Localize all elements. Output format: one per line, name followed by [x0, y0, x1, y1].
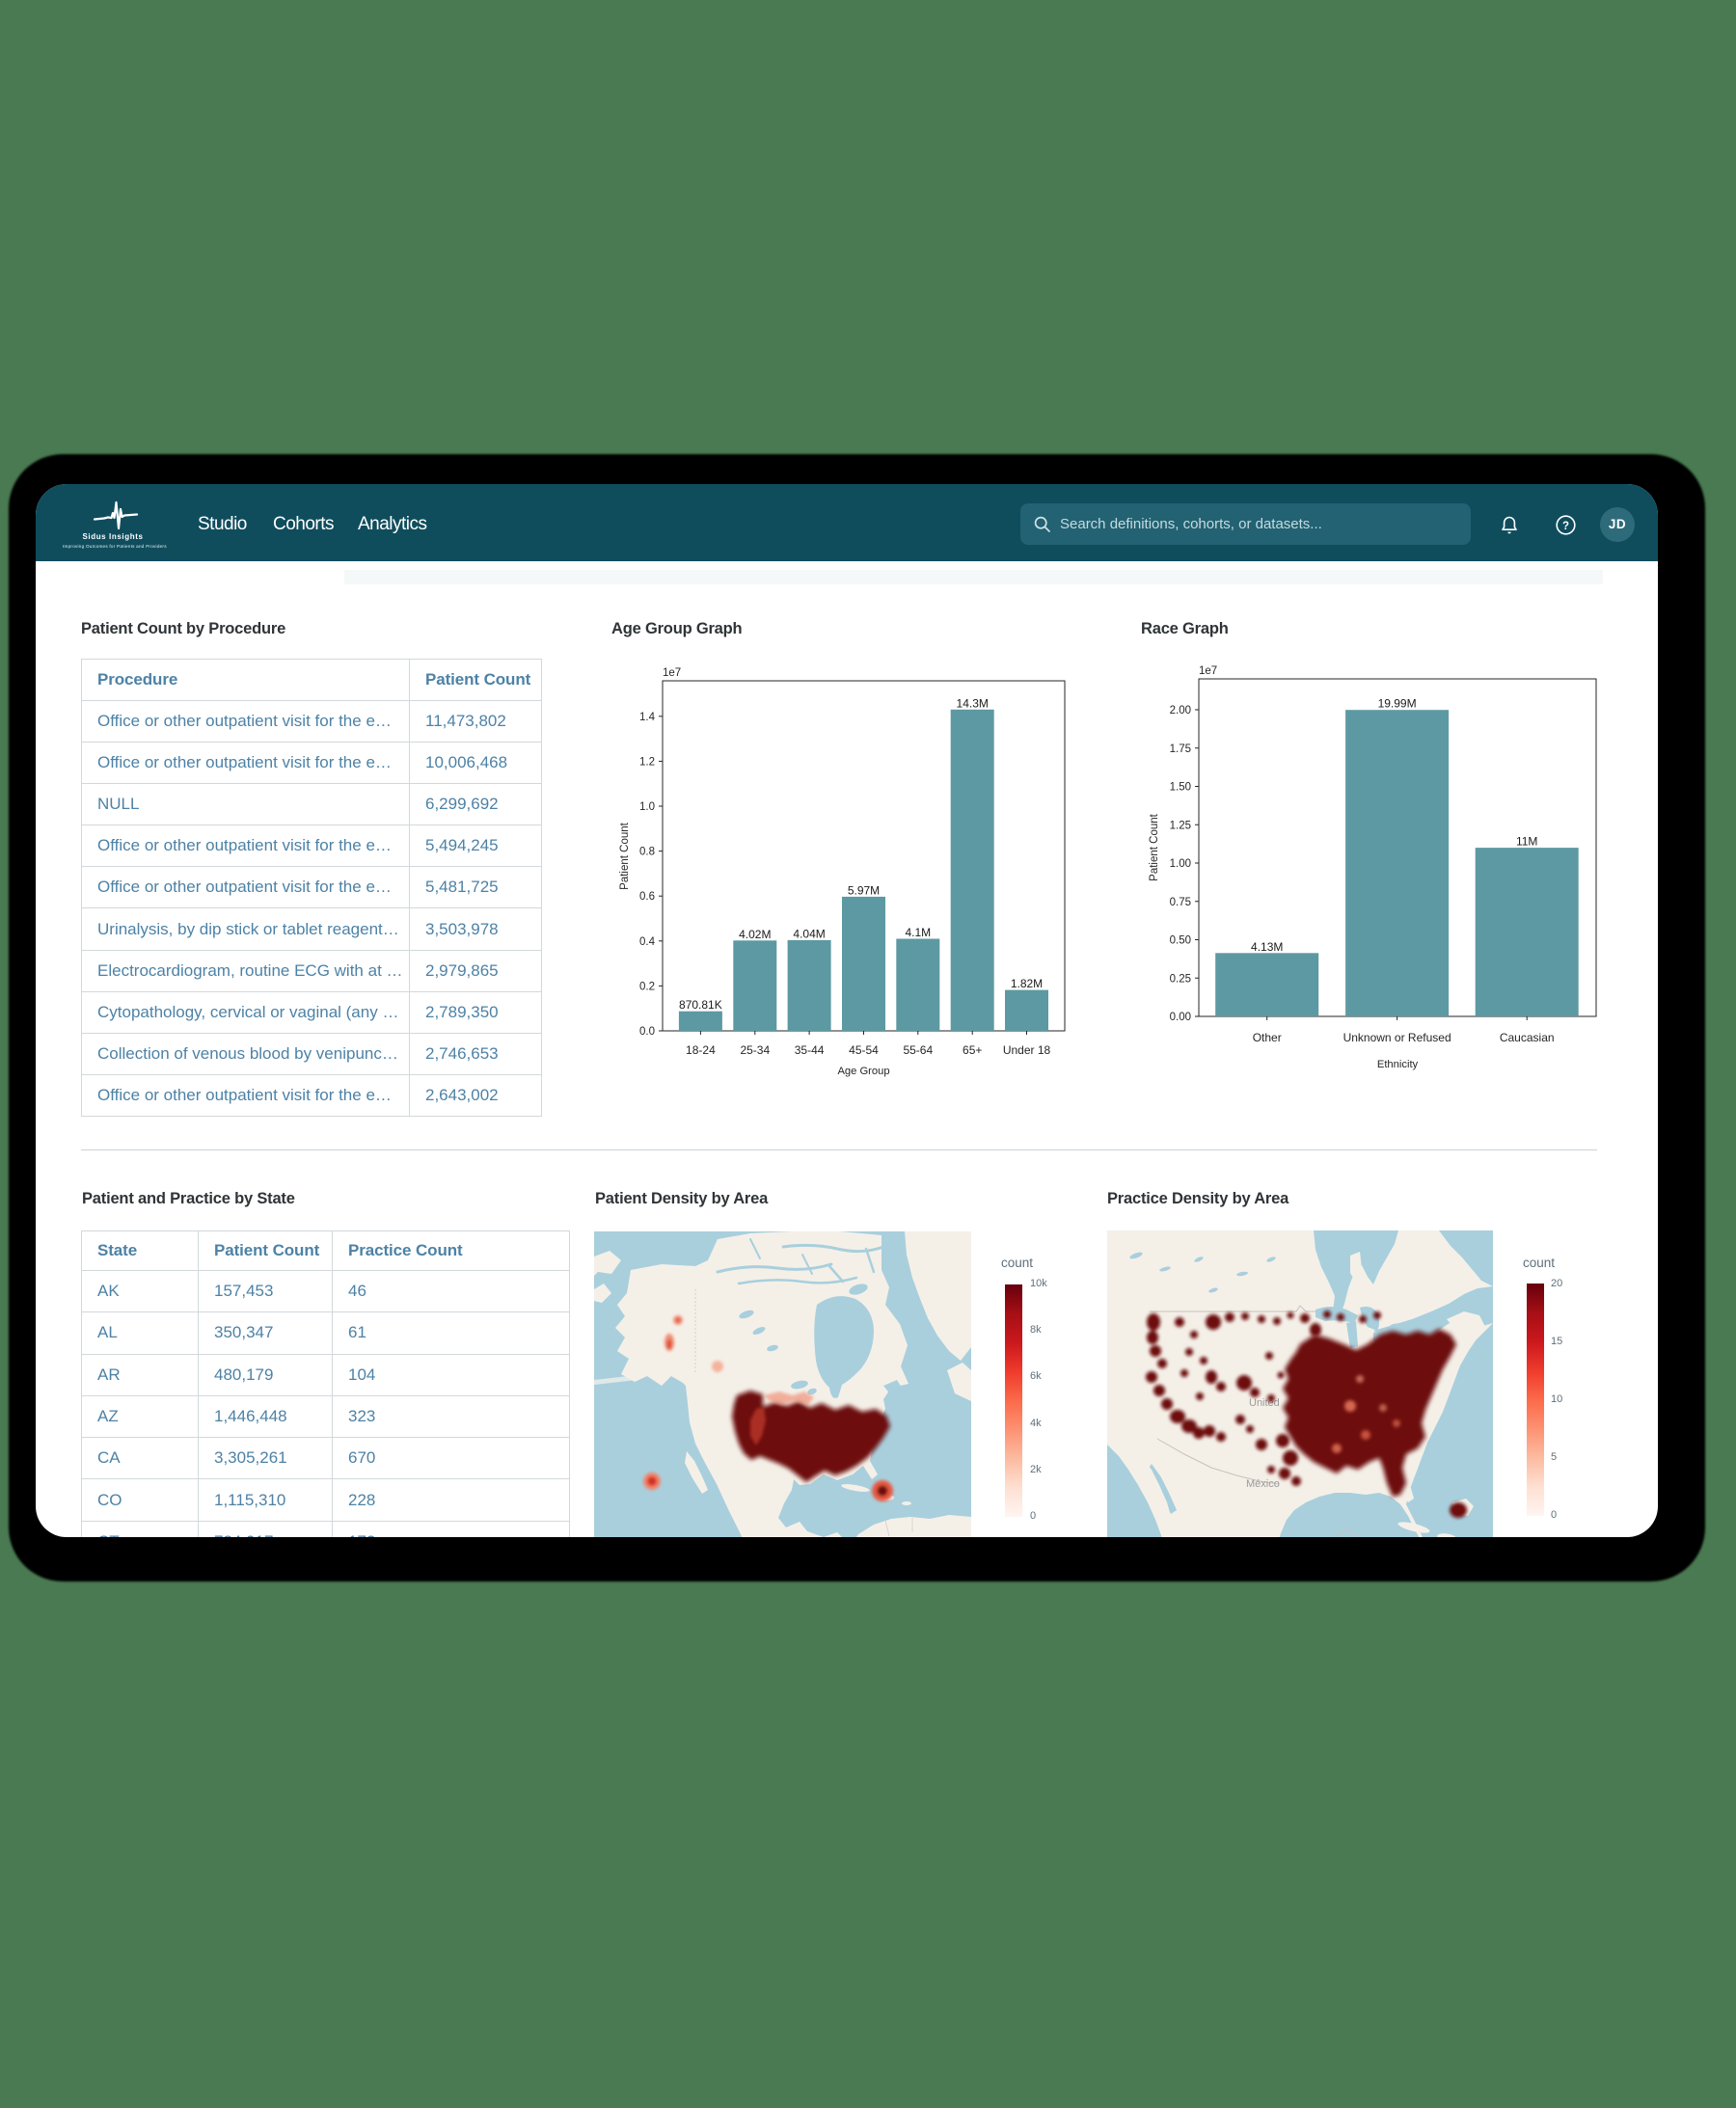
svg-text:1.50: 1.50: [1170, 782, 1191, 794]
svg-text:4.02M: 4.02M: [739, 928, 771, 941]
svg-text:0.0: 0.0: [639, 1026, 655, 1038]
svg-text:0.4: 0.4: [639, 936, 656, 948]
svg-text:870.81K: 870.81K: [679, 998, 722, 1012]
svg-text:Age Group: Age Group: [837, 1066, 889, 1077]
svg-text:Patient Count: Patient Count: [1149, 813, 1160, 880]
svg-text:Ethnicity: Ethnicity: [1377, 1059, 1419, 1070]
svg-text:Other: Other: [1253, 1031, 1282, 1044]
svg-text:Patient Count: Patient Count: [619, 822, 631, 889]
svg-text:0.2: 0.2: [639, 981, 655, 992]
svg-text:1.0: 1.0: [639, 801, 655, 813]
svg-text:United: United: [1249, 1397, 1280, 1409]
svg-text:18-24: 18-24: [686, 1043, 716, 1057]
svg-text:0.50: 0.50: [1170, 935, 1191, 947]
svg-text:2.00: 2.00: [1170, 705, 1191, 716]
svg-text:0.75: 0.75: [1170, 897, 1191, 908]
svg-text:35-44: 35-44: [795, 1043, 825, 1057]
svg-text:4.13M: 4.13M: [1251, 940, 1283, 954]
svg-text:45-54: 45-54: [849, 1043, 879, 1057]
svg-text:1.82M: 1.82M: [1011, 977, 1043, 990]
svg-text:1e7: 1e7: [1199, 665, 1217, 677]
svg-text:4.04M: 4.04M: [793, 927, 825, 940]
svg-text:11M: 11M: [1516, 835, 1537, 849]
svg-text:0.00: 0.00: [1170, 1012, 1191, 1023]
svg-text:0.8: 0.8: [639, 847, 655, 858]
svg-text:0.25: 0.25: [1170, 973, 1191, 985]
svg-text:55-64: 55-64: [903, 1043, 933, 1057]
svg-text:Unknown or Refused: Unknown or Refused: [1343, 1031, 1451, 1044]
svg-text:25-34: 25-34: [740, 1043, 770, 1057]
svg-text:Under 18: Under 18: [1003, 1043, 1051, 1057]
svg-text:5.97M: 5.97M: [848, 883, 880, 897]
svg-text:1.75: 1.75: [1170, 743, 1191, 755]
svg-text:1.2: 1.2: [639, 756, 655, 768]
svg-text:1.4: 1.4: [639, 712, 656, 723]
svg-text:1.25: 1.25: [1170, 820, 1191, 831]
svg-text:1e7: 1e7: [663, 667, 681, 679]
svg-text:1.00: 1.00: [1170, 858, 1191, 870]
svg-text:65+: 65+: [963, 1043, 982, 1057]
svg-text:México: México: [1246, 1478, 1280, 1490]
svg-text:14.3M: 14.3M: [957, 696, 989, 710]
svg-text:0.6: 0.6: [639, 891, 655, 903]
svg-text:?: ?: [1562, 521, 1569, 532]
svg-text:19.99M: 19.99M: [1378, 697, 1417, 711]
svg-text:4.1M: 4.1M: [905, 926, 931, 939]
svg-text:Caucasian: Caucasian: [1500, 1031, 1555, 1044]
